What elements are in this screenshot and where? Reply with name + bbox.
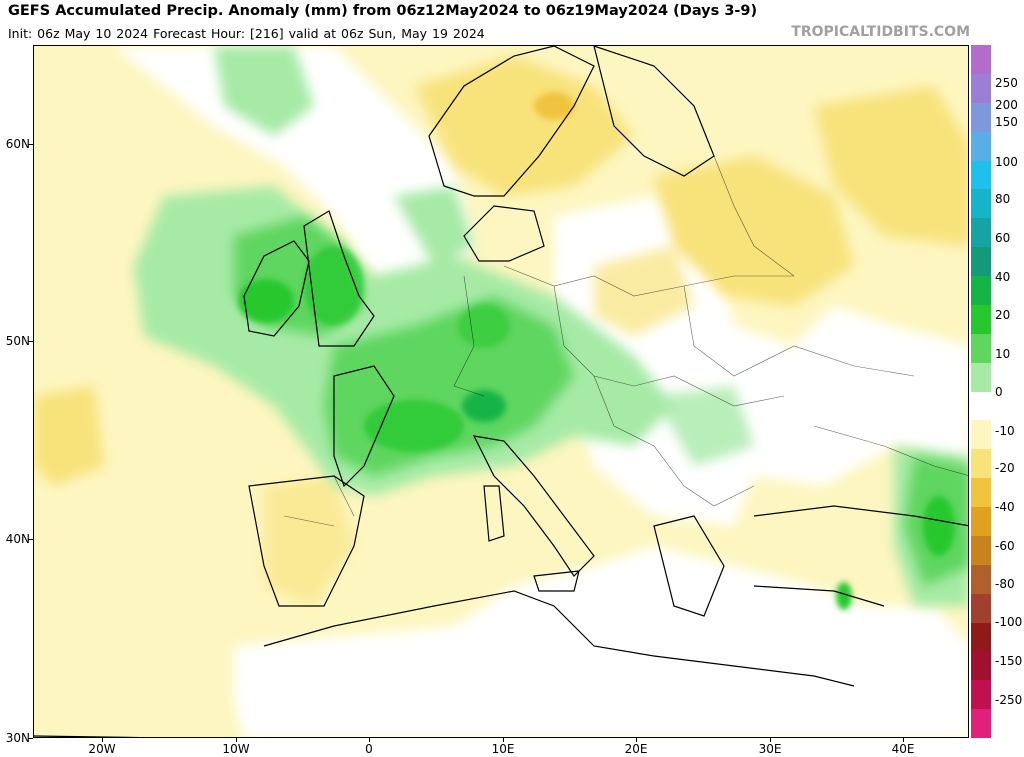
colorbar-segment (971, 391, 991, 421)
colorbar-segment (971, 535, 991, 565)
colorbar-segment (971, 420, 991, 450)
colorbar-label: 80 (995, 192, 1011, 206)
colorbar-segment (971, 333, 991, 363)
lat-tick (28, 341, 33, 342)
lon-label: 30E (758, 742, 782, 756)
colorbar-segment (971, 276, 991, 305)
colorbar-segment (971, 73, 991, 103)
dry-zones (34, 56, 968, 606)
legend-colorbar (971, 45, 991, 738)
colorbar-label: -100 (995, 615, 1023, 629)
colorbar-segment (971, 507, 991, 536)
lon-tick (236, 738, 237, 742)
colorbar-label: 150 (995, 115, 1018, 129)
colorbar-label: 10 (995, 347, 1011, 361)
wet-cores (238, 246, 955, 610)
colorbar-label: 250 (995, 76, 1018, 90)
colorbar-label: 20 (995, 308, 1011, 322)
borders (283, 155, 968, 527)
lat-tick (28, 539, 33, 540)
colorbar-label: -150 (995, 654, 1023, 668)
colorbar-label: 0 (995, 385, 1003, 399)
colorbar-label: 60 (995, 231, 1011, 245)
coastlines (34, 46, 968, 737)
colorbar-segment (971, 680, 991, 710)
colorbar-segment (971, 189, 991, 219)
colorbar-segment (971, 160, 991, 190)
colorbar-label: 100 (995, 155, 1018, 169)
chart-title: GEFS Accumulated Precip. Anomaly (mm) fr… (8, 3, 758, 19)
lon-tick (903, 738, 904, 742)
colorbar-label: -20 (995, 461, 1015, 475)
colorbar-segment (971, 709, 991, 738)
lon-tick (770, 738, 771, 742)
colorbar-segment (971, 247, 991, 276)
lon-label: 40E (891, 742, 915, 756)
colorbar-segment (971, 218, 991, 248)
lat-tick (28, 738, 33, 739)
map-canvas (34, 46, 968, 737)
lon-tick (636, 738, 637, 742)
colorbar-segment (971, 449, 991, 479)
lon-label: 20W (88, 742, 116, 756)
colorbar-segment (971, 622, 991, 652)
colorbar-segment (971, 593, 991, 623)
colorbar-segment (971, 131, 991, 161)
colorbar-label: -40 (995, 500, 1015, 514)
lat-label: 30N (5, 731, 30, 745)
colorbar-segment (971, 478, 991, 507)
colorbar-segment (971, 45, 991, 74)
colorbar-label: 200 (995, 98, 1018, 112)
colorbar-segment (971, 651, 991, 681)
lat-label: 40N (5, 532, 30, 546)
colorbar-label: 40 (995, 270, 1011, 284)
colorbar-segment (971, 564, 991, 594)
colorbar-segment (971, 304, 991, 334)
site-credit: TROPICALTIDBITS.COM (791, 24, 970, 40)
lon-label: 10E (491, 742, 515, 756)
colorbar-label: -250 (995, 693, 1023, 707)
lon-label: 0 (365, 742, 373, 756)
colorbar-label: -10 (995, 424, 1015, 438)
colorbar-label: -60 (995, 539, 1015, 553)
lon-label: 10W (222, 742, 250, 756)
lon-tick (503, 738, 504, 742)
lon-label: 20E (624, 742, 648, 756)
precip-anomaly-map (33, 45, 969, 738)
lat-label: 50N (5, 334, 30, 348)
lat-tick (28, 144, 33, 145)
lat-label: 60N (5, 137, 30, 151)
chart-subtitle: Init: 06z May 10 2024 Forecast Hour: [21… (8, 26, 485, 41)
lon-tick (102, 738, 103, 742)
neutral-zones (34, 46, 968, 737)
colorbar-label: -80 (995, 577, 1015, 591)
lon-tick (369, 738, 370, 742)
colorbar-segment (971, 102, 991, 132)
colorbar-segment (971, 362, 991, 392)
